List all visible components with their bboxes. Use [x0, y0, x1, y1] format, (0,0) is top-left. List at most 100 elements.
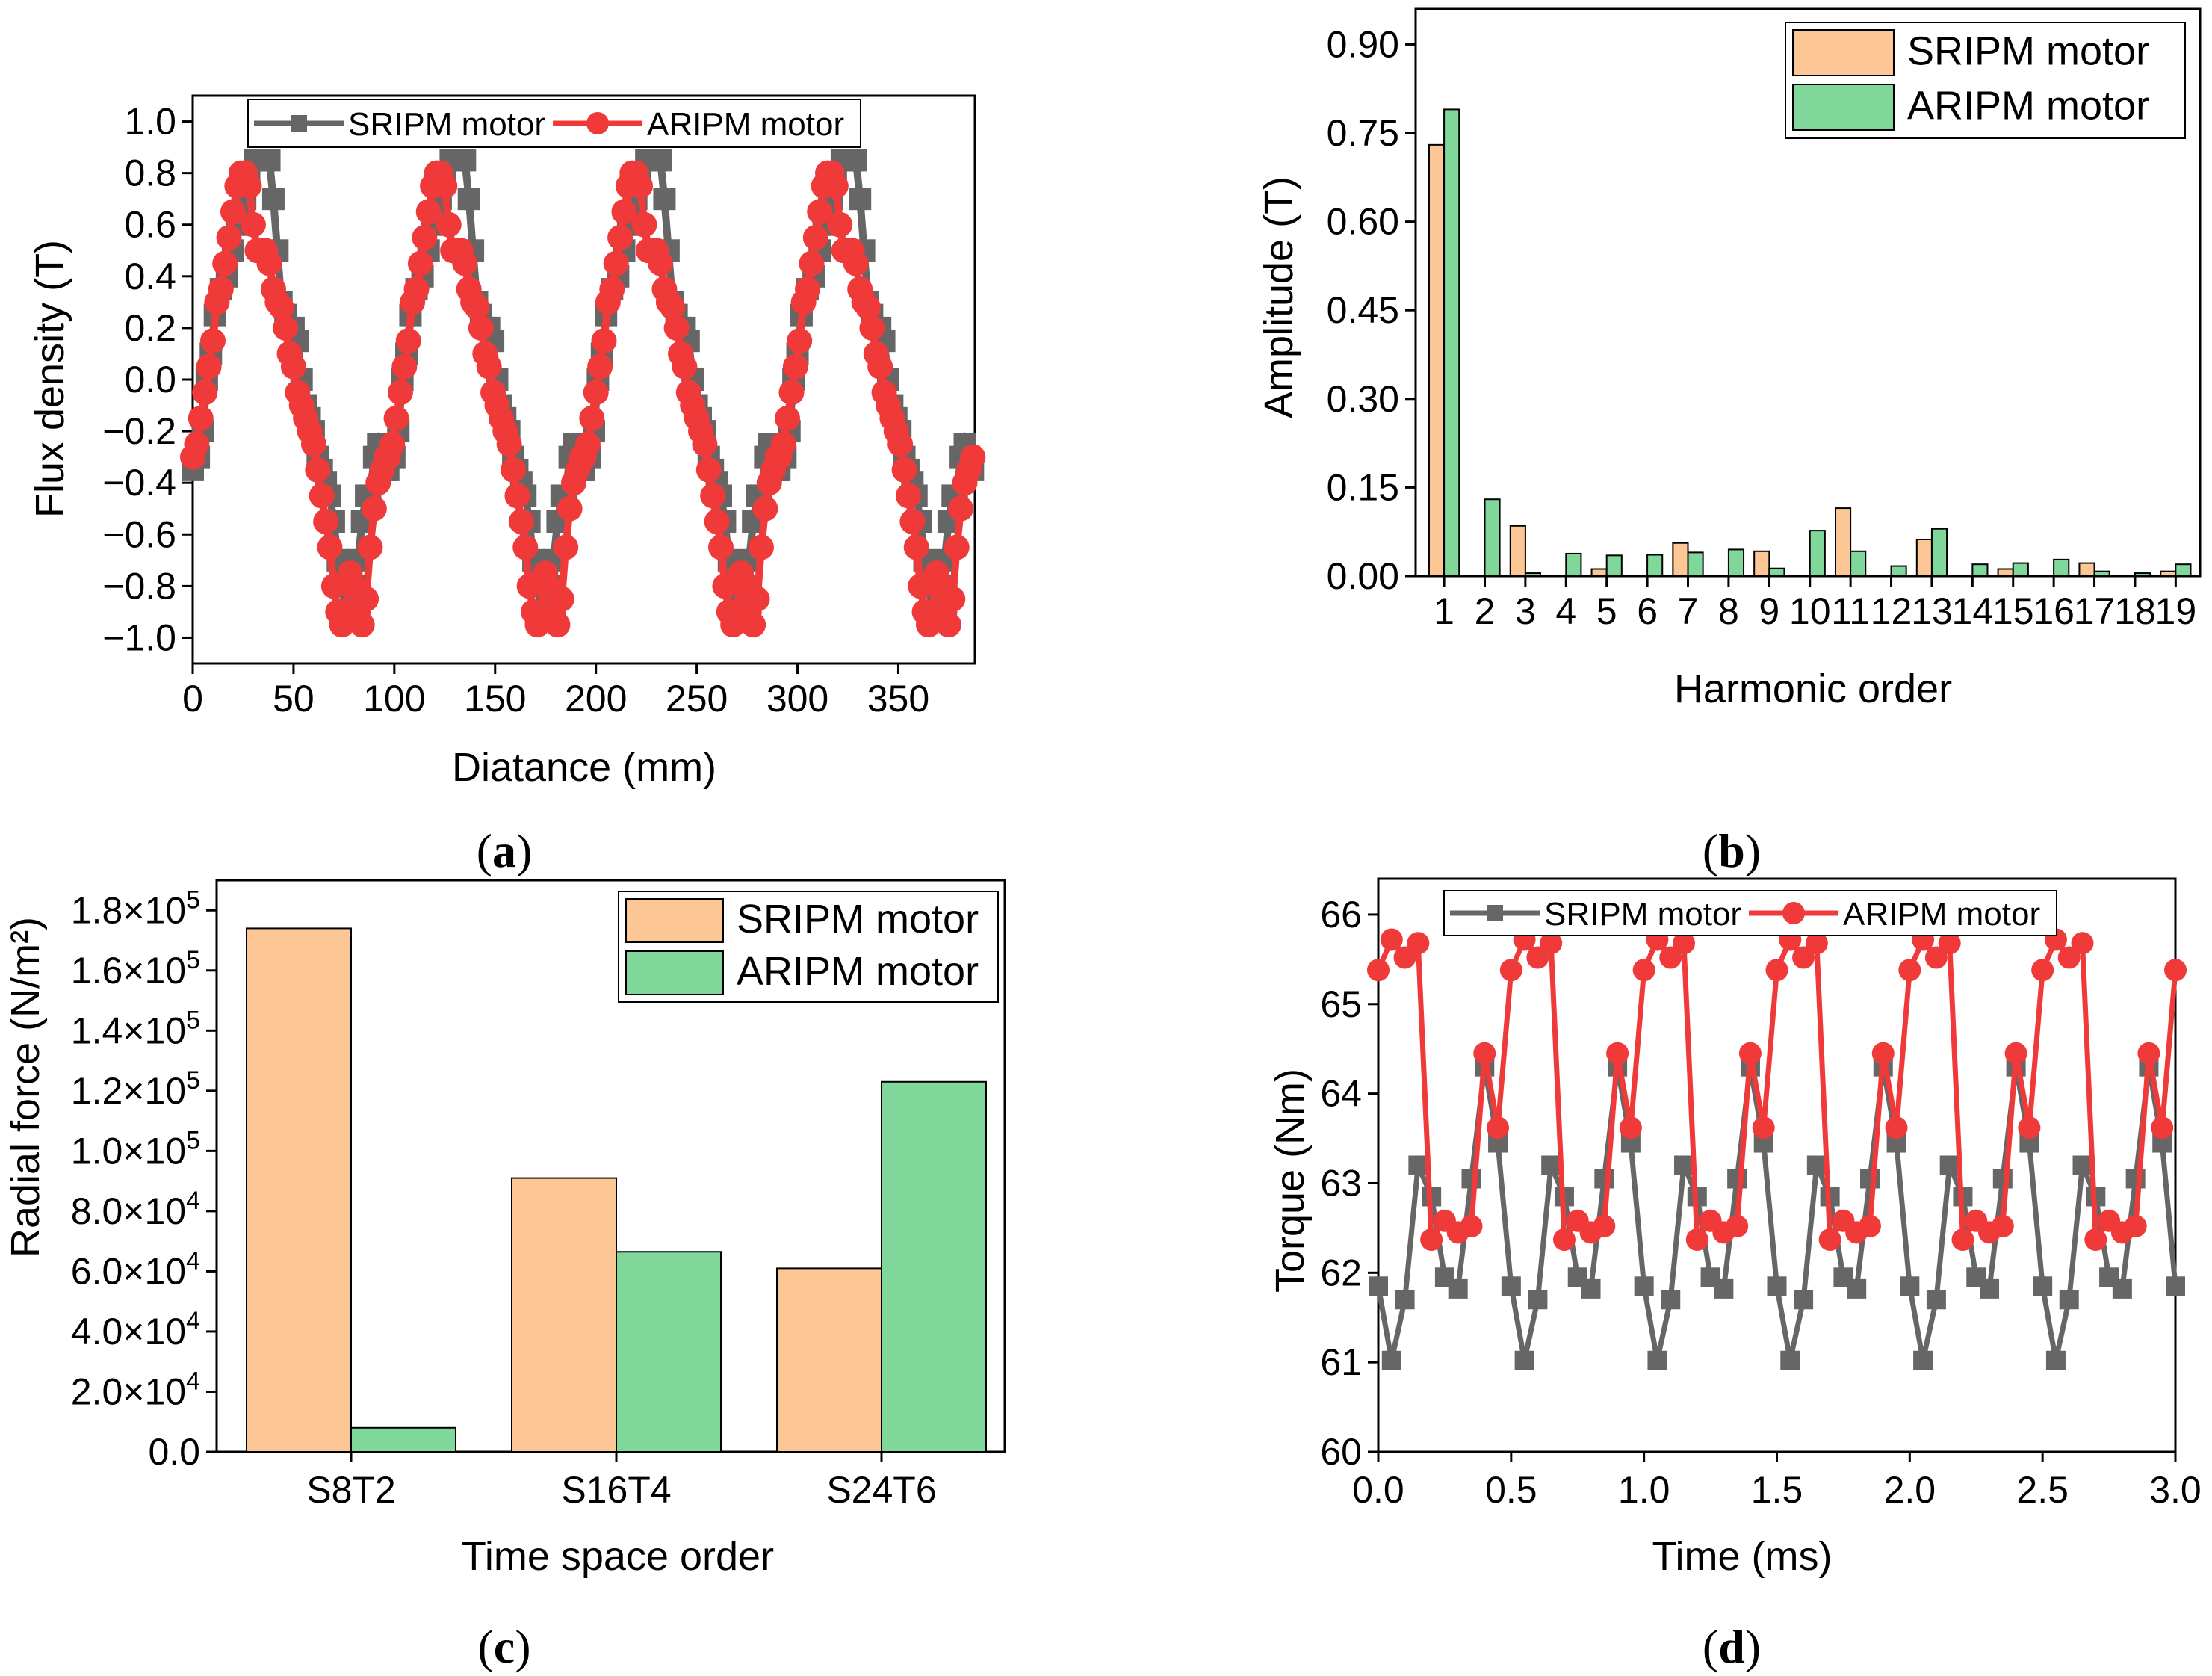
- panel-b-bar: [1605, 554, 1623, 577]
- panel-c-bar: [246, 927, 352, 1453]
- panel-c-ytick-label: 1.4×105: [71, 1006, 200, 1051]
- panel-d-point: [1792, 946, 1815, 969]
- panel-a-point: [379, 431, 406, 457]
- panel-a-point: [199, 328, 226, 354]
- panel-a-point: [663, 315, 690, 341]
- panel-c-ytick-label: 6.0×104: [71, 1246, 200, 1292]
- panel-b-bar: [2078, 562, 2095, 578]
- panel-b-xtick-label: 12: [1871, 590, 1912, 632]
- panel-a-xtick-label: 250: [666, 678, 728, 720]
- panel-b-xtick-label: 3: [1515, 590, 1536, 632]
- panel-d-point: [1514, 1350, 1534, 1370]
- panel-a-point: [553, 534, 579, 560]
- panel-d-point: [1380, 928, 1403, 951]
- panel-b-bar: [1687, 551, 1704, 577]
- panel-d-ytick-label: 66: [1320, 894, 1362, 936]
- panel-a-point: [944, 534, 970, 560]
- panel-d-point: [1528, 1290, 1548, 1310]
- panel-a-point: [407, 250, 433, 276]
- panel-b-bar: [1834, 507, 1852, 577]
- panel-d-point: [1552, 1228, 1576, 1251]
- panel-d-point: [1634, 1276, 1654, 1296]
- panel-a-point: [775, 405, 801, 431]
- panel-c-ytick-mantissa: 1.0×10: [71, 1130, 186, 1172]
- panel-b-xtick-label: 8: [1718, 590, 1739, 632]
- panel-d-point: [1526, 946, 1549, 969]
- panel-d-point: [1381, 1350, 1401, 1370]
- panel-a-point: [855, 294, 881, 321]
- panel-a-point: [770, 431, 796, 457]
- panel-a-ytick-label: 0.4: [124, 256, 176, 297]
- panel-b-bar: [1524, 572, 1542, 577]
- panel-d-xtick-label: 2.5: [2016, 1469, 2069, 1511]
- panel-a-point: [935, 612, 961, 638]
- panel-d-point: [2004, 1042, 2027, 1065]
- panel-a-point: [496, 431, 522, 457]
- panel-d-xtick-label: 1.0: [1618, 1469, 1670, 1511]
- panel-b-bar: [1850, 550, 1867, 578]
- panel-d-point: [1673, 932, 1696, 955]
- panel-a-ytick-label: −0.8: [102, 565, 176, 607]
- panel-c-ytick-mantissa: 2.0×10: [71, 1370, 186, 1412]
- panel-b-bar: [1890, 565, 1907, 578]
- panel-a-point: [660, 294, 686, 321]
- panel-d-point: [1632, 959, 1655, 982]
- panel-d-point: [1593, 1214, 1616, 1237]
- panel-c-ytick-mantissa: 1.4×10: [71, 1009, 186, 1051]
- panel-b-xtick-label: 18: [2114, 590, 2156, 632]
- panel-a-point: [895, 483, 921, 509]
- panel-d-ytick-label: 61: [1320, 1341, 1362, 1383]
- panel-a-point: [387, 380, 413, 406]
- panel-a-point: [353, 586, 379, 612]
- panel-a-point: [395, 328, 421, 354]
- panel-a-point: [607, 225, 633, 250]
- panel-b-bar: [1590, 568, 1608, 578]
- panel-a-ytick-label: −1.0: [102, 616, 176, 658]
- panel-a-point: [415, 199, 442, 225]
- panel-a-xtick-label: 200: [565, 678, 627, 720]
- panel-d-ytick-label: 63: [1320, 1162, 1362, 1204]
- panel-c-ytick-label: 8.0×104: [71, 1187, 200, 1232]
- panel-a-point: [557, 495, 583, 522]
- panel-d-xtick-label: 1.5: [1751, 1469, 1803, 1511]
- panel-b-bar: [1646, 554, 1664, 577]
- panel-d-point: [1448, 1278, 1468, 1299]
- panel-d-point: [2084, 1228, 2107, 1251]
- panel-a-ytick-label: 0.6: [124, 204, 176, 246]
- panel-a-point: [305, 457, 331, 483]
- panel-b-bar: [1443, 108, 1460, 577]
- panel-d-point: [2033, 1276, 2053, 1296]
- panel-d-point: [1473, 1042, 1496, 1065]
- panel-a-label: (a): [477, 824, 533, 877]
- panel-a-point: [748, 534, 774, 560]
- panel-a-point: [843, 250, 869, 276]
- panel-b-bar: [1672, 542, 1689, 577]
- panel-d-point: [1594, 1169, 1614, 1189]
- panel-b-bar: [1484, 498, 1501, 577]
- panel-d-point: [2031, 959, 2054, 982]
- panel-c-ytick-exponent: 4: [186, 1187, 200, 1215]
- panel-a-point: [704, 509, 730, 534]
- panel-d-xlabel: Time (ms): [1652, 1534, 1833, 1579]
- svg-text:Radial force (N/m²): Radial force (N/m²): [3, 917, 48, 1258]
- panel-d-point: [1898, 959, 1921, 982]
- panel-a-point: [508, 509, 534, 534]
- panel-d-point: [1395, 1290, 1415, 1310]
- panel-c-legend-label-0: SRIPM motor: [737, 897, 979, 941]
- panel-a-point: [795, 276, 821, 303]
- panel-d-point: [1871, 1042, 1895, 1065]
- panel-a-point: [787, 328, 813, 354]
- panel-a-ytick-label: 0.0: [124, 359, 176, 401]
- panel-d-point: [2151, 1116, 2174, 1140]
- panel-d-point: [1818, 1228, 1841, 1251]
- panel-c-bar: [350, 1426, 456, 1453]
- panel-d-xtick-label: 0.0: [1352, 1469, 1404, 1511]
- panel-a-point: [220, 199, 246, 225]
- panel-d-point: [2164, 959, 2187, 982]
- panel-d-xtick-label: 0.5: [1485, 1469, 1537, 1511]
- panel-a-point: [579, 405, 605, 431]
- panel-c-ytick-exponent: 5: [186, 1126, 200, 1154]
- panel-a-point: [653, 188, 676, 211]
- panel-a-point: [740, 612, 766, 638]
- panel-c-ylabel-text: Radial force (N/m²): [3, 917, 48, 1258]
